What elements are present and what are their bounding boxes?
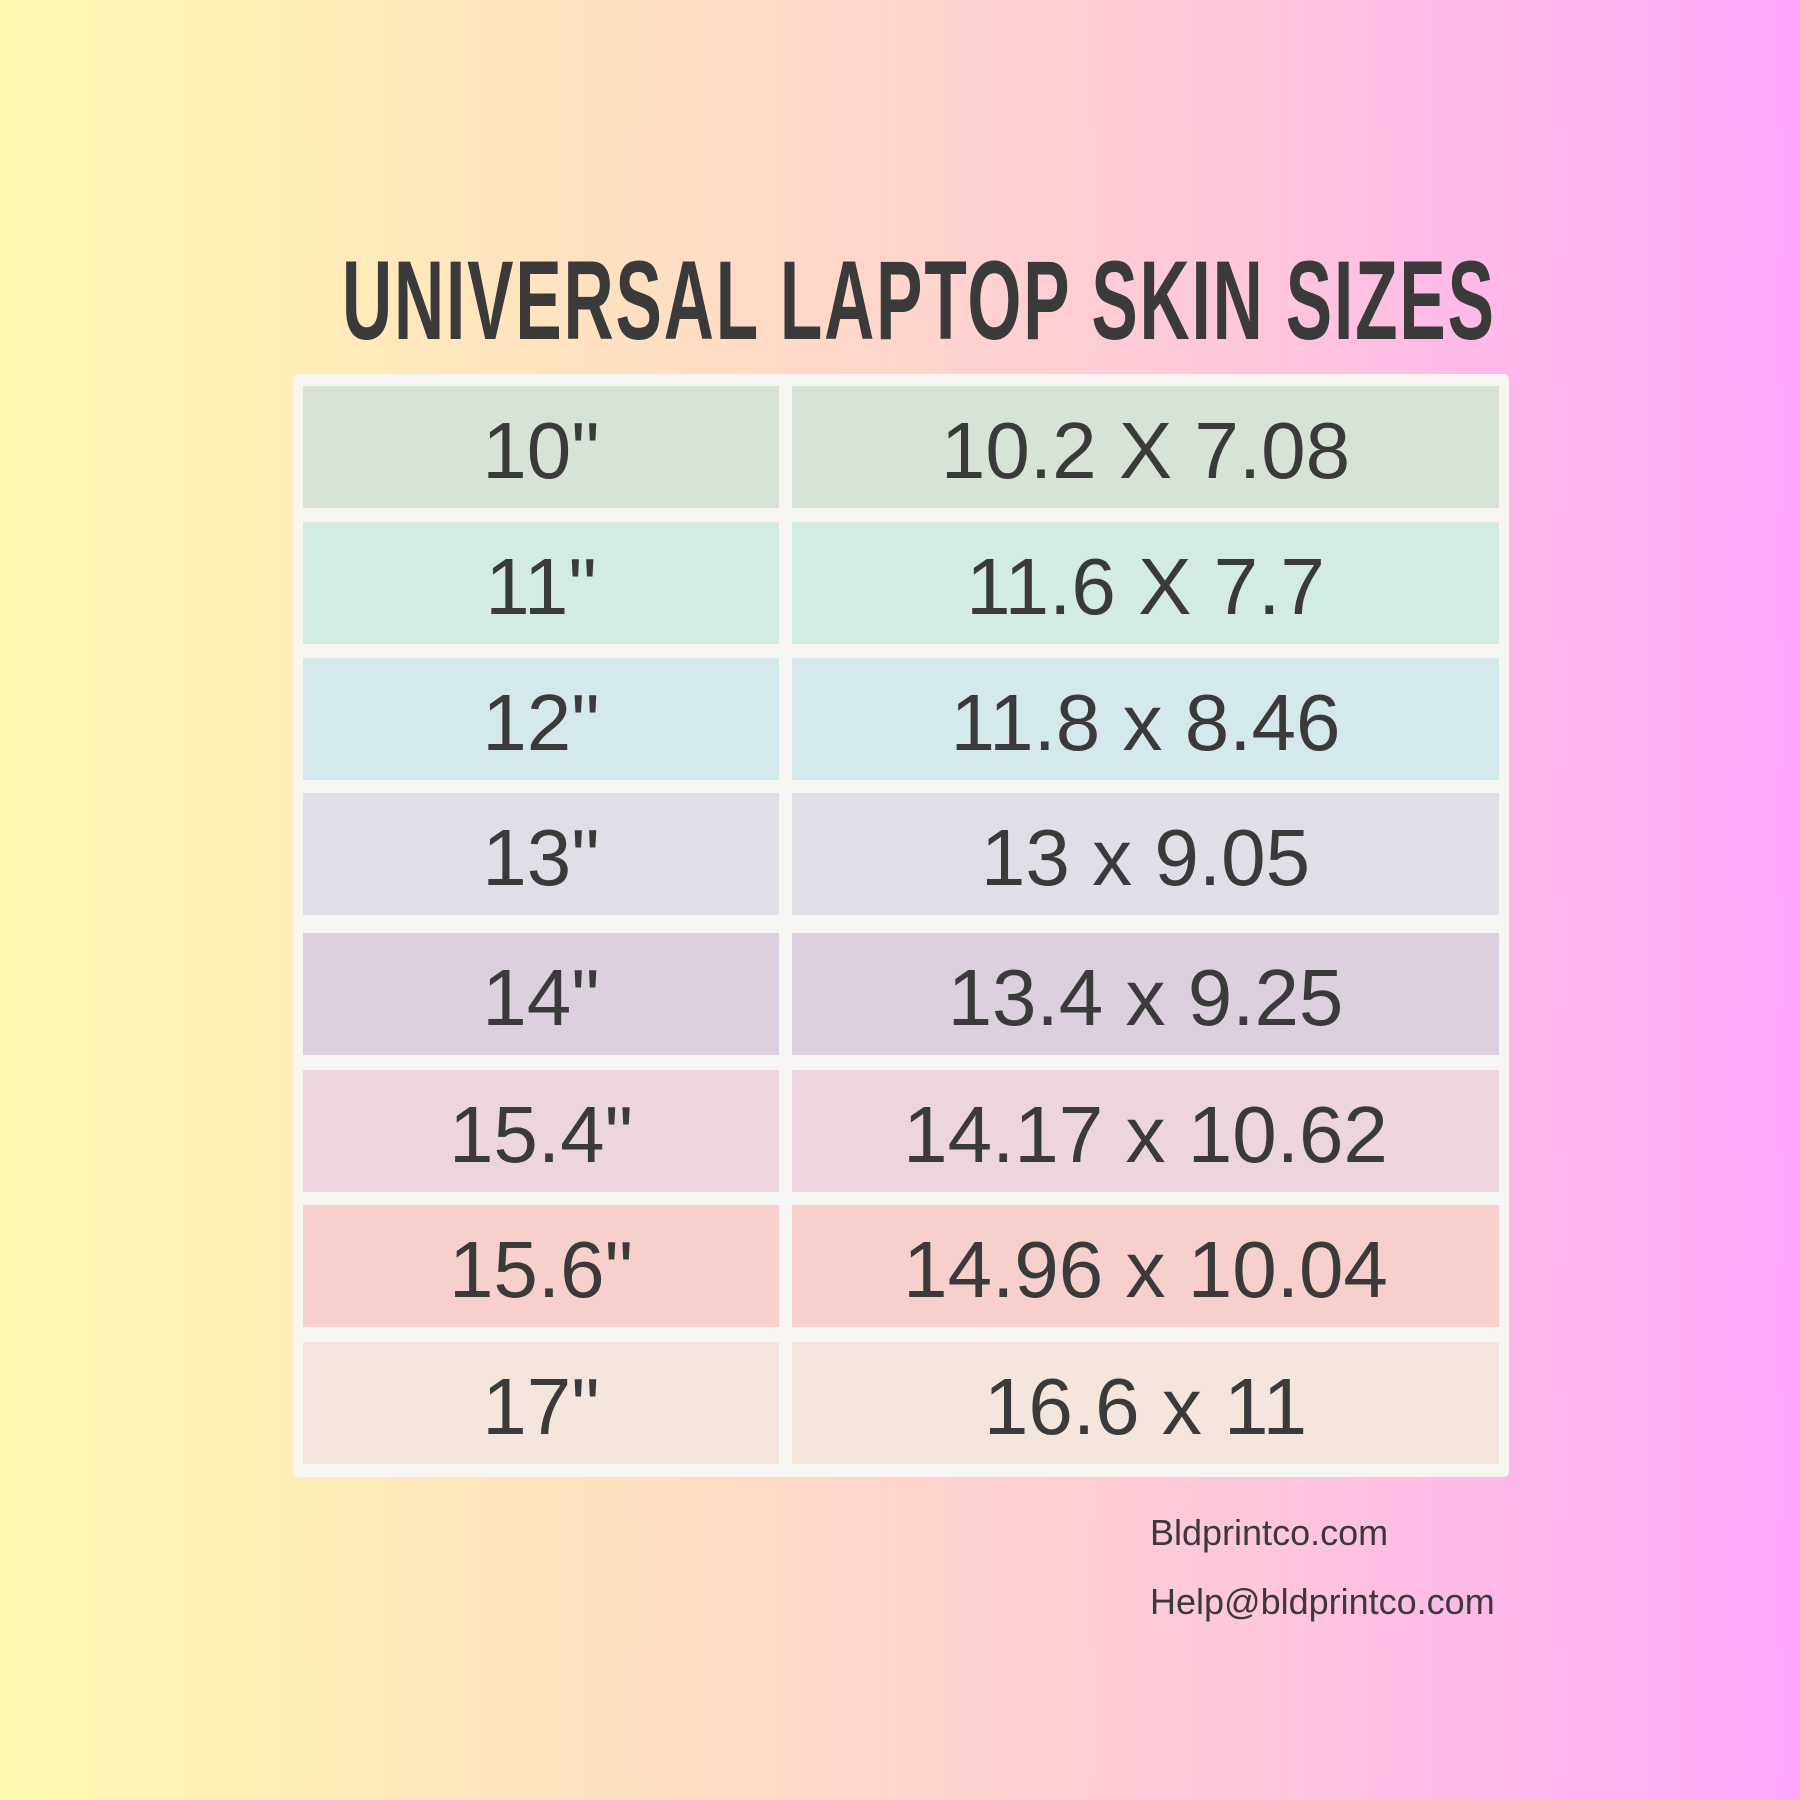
size-cell: 12" — [303, 658, 779, 780]
size-cell: 17" — [303, 1342, 779, 1464]
dimensions-cell: 13 x 9.05 — [792, 793, 1499, 915]
table-row: 13" 13 x 9.05 — [303, 793, 1499, 915]
size-cell: 15.4" — [303, 1070, 779, 1192]
dimensions-cell: 10.2 X 7.08 — [792, 386, 1499, 508]
size-table: 10" 10.2 X 7.08 11" 11.6 X 7.7 12" 11.8 x … — [293, 374, 1509, 1477]
size-cell: 13" — [303, 793, 779, 915]
dimensions-cell: 13.4 x 9.25 — [792, 933, 1499, 1055]
size-cell: 11" — [303, 522, 779, 644]
email-link[interactable]: Help@bldprintco.com — [1150, 1581, 1495, 1622]
table-row: 15.4" 14.17 x 10.62 — [303, 1070, 1499, 1192]
website-link[interactable]: Bldprintco.com — [1150, 1512, 1389, 1553]
table-row: 12" 11.8 x 8.46 — [303, 658, 1499, 780]
table-row: 14" 13.4 x 9.25 — [303, 933, 1499, 1055]
table-row: 15.6" 14.96 x 10.04 — [303, 1205, 1499, 1327]
table-row: 11" 11.6 X 7.7 — [303, 522, 1499, 644]
size-cell: 15.6" — [303, 1205, 779, 1327]
table-row: 17" 16.6 x 11 — [303, 1342, 1499, 1464]
dimensions-cell: 11.8 x 8.46 — [792, 658, 1499, 780]
dimensions-cell: 16.6 x 11 — [792, 1342, 1499, 1464]
dimensions-cell: 14.17 x 10.62 — [792, 1070, 1499, 1192]
size-cell: 14" — [303, 933, 779, 1055]
size-cell: 10" — [303, 386, 779, 508]
page-title: UNIVERSAL LAPTOP SKIN SIZES — [342, 238, 1496, 363]
dimensions-cell: 11.6 X 7.7 — [792, 522, 1499, 644]
table-row: 10" 10.2 X 7.08 — [303, 386, 1499, 508]
dimensions-cell: 14.96 x 10.04 — [792, 1205, 1499, 1327]
